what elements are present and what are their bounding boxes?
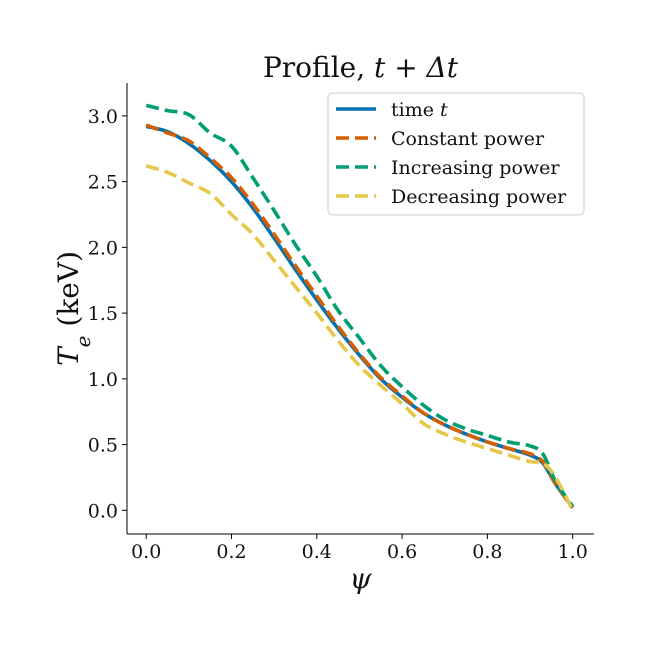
y-tick-label: 2.0 xyxy=(88,237,118,259)
x-tick-label: 0.4 xyxy=(302,541,332,563)
legend-label: Increasing power xyxy=(391,157,560,179)
y-axis-label: Te (keV) xyxy=(52,251,95,366)
series-line-decreasing-power xyxy=(145,164,575,512)
y-tick-label: 1.0 xyxy=(88,369,118,391)
legend-label: Constant power xyxy=(391,128,545,150)
y-tick-label: 0.5 xyxy=(88,435,118,457)
legend-label: time t xyxy=(391,99,448,121)
legend-label-text: Constant power xyxy=(391,128,545,150)
y-axis-ticks: 0.0 0.5 1.0 1.5 2.0 2.5 3.0 xyxy=(88,106,127,522)
axes xyxy=(126,83,594,535)
chart-title-prefix: Profile, xyxy=(263,51,374,84)
x-tick-label: 0.0 xyxy=(131,541,161,563)
legend-label-text: Increasing power xyxy=(391,157,560,179)
series-line-increasing-power xyxy=(145,103,575,508)
x-axis-label-text: ψ xyxy=(350,562,373,595)
y-tick-label: 3.0 xyxy=(88,106,118,128)
y-axis-label-unit: (keV) xyxy=(52,251,85,336)
x-tick-label: 0.8 xyxy=(472,541,502,563)
y-axis-label-subscript: e xyxy=(71,335,95,347)
series-line-time-t xyxy=(145,124,575,509)
x-tick-label: 1.0 xyxy=(558,541,588,563)
y-axis-label-text: Te (keV) xyxy=(52,251,95,366)
x-tick-label: 0.6 xyxy=(387,541,417,563)
y-tick-label: 0.0 xyxy=(88,500,118,522)
chart-title: Profile, t + Δt xyxy=(263,51,459,84)
legend-box xyxy=(327,92,585,216)
y-tick-label: 1.5 xyxy=(88,303,118,325)
legend: time t Constant power Increasing power Decr… xyxy=(327,92,585,216)
chart-title-math: t + Δt xyxy=(374,51,459,84)
legend-label: Decreasing power xyxy=(391,186,567,208)
legend-label-text: Decreasing power xyxy=(391,186,567,208)
x-tick-label: 0.2 xyxy=(216,541,246,563)
x-axis-ticks: 0.0 0.2 0.4 0.6 0.8 1.0 xyxy=(131,534,588,563)
legend-label-text: time xyxy=(391,99,440,121)
x-axis-label: ψ xyxy=(350,562,373,595)
series-line-constant-power xyxy=(145,123,575,509)
y-axis-label-symbol: T xyxy=(52,345,85,366)
chart-title-text: Profile, t + Δt xyxy=(263,51,459,84)
series-lines xyxy=(145,103,575,512)
legend-label-math: t xyxy=(440,99,448,121)
y-tick-label: 2.5 xyxy=(88,172,118,194)
